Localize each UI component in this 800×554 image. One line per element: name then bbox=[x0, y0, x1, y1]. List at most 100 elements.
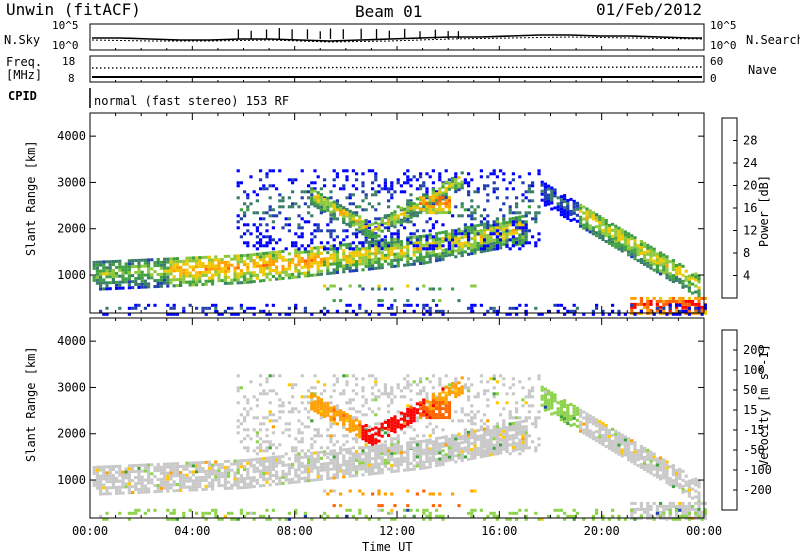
power-cell bbox=[547, 184, 551, 188]
velocity-cell bbox=[435, 449, 439, 453]
velocity-cell bbox=[435, 440, 439, 444]
velocity-cell bbox=[271, 462, 275, 465]
velocity-cell bbox=[428, 441, 432, 445]
velocity-cell bbox=[294, 446, 298, 450]
power-cell bbox=[511, 244, 515, 248]
power-cell bbox=[399, 223, 403, 227]
power-cell bbox=[236, 281, 240, 285]
velocity-cell bbox=[310, 463, 314, 467]
power-cell bbox=[355, 187, 359, 191]
power-cell bbox=[351, 193, 355, 197]
velocity-cell bbox=[278, 479, 282, 483]
velocity-cell bbox=[431, 504, 435, 508]
power-cell bbox=[540, 198, 544, 202]
power-cell bbox=[211, 279, 215, 283]
velocity-cell bbox=[537, 517, 541, 521]
velocity-cell bbox=[441, 449, 445, 453]
velocity-cell bbox=[425, 392, 429, 396]
power-cell bbox=[659, 257, 663, 261]
power-cell bbox=[307, 268, 311, 272]
velocity-cell bbox=[99, 514, 103, 518]
power-cell bbox=[499, 225, 503, 229]
velocity-cell bbox=[537, 377, 541, 381]
velocity-cell bbox=[217, 472, 221, 476]
power-cell bbox=[367, 226, 371, 230]
velocity-cell bbox=[351, 446, 355, 450]
power-cell bbox=[332, 247, 336, 251]
velocity-cell bbox=[364, 514, 368, 518]
velocity-cell bbox=[463, 431, 467, 435]
velocity-cell bbox=[246, 446, 250, 450]
velocity-cell bbox=[255, 440, 259, 444]
velocity-cell bbox=[271, 431, 275, 435]
power-cell bbox=[227, 260, 231, 264]
power-cell bbox=[633, 305, 637, 309]
velocity-cell bbox=[275, 458, 279, 462]
velocity-cell bbox=[223, 471, 227, 475]
velocity-cell bbox=[249, 485, 253, 489]
velocity-cell bbox=[185, 485, 189, 489]
power-cell bbox=[166, 260, 170, 264]
velocity-cell bbox=[297, 480, 301, 484]
power-cell bbox=[659, 269, 663, 273]
power-cell bbox=[649, 263, 653, 267]
velocity-cell bbox=[307, 467, 311, 471]
velocity-cell bbox=[518, 431, 522, 435]
power-cell bbox=[179, 284, 183, 287]
power-cell bbox=[671, 312, 675, 316]
velocity-cell bbox=[556, 413, 560, 417]
velocity-cell bbox=[310, 386, 314, 390]
power-cell bbox=[147, 303, 151, 307]
cpid-text: normal (fast stereo) 153 RF bbox=[94, 94, 290, 108]
velocity-cell bbox=[268, 389, 272, 393]
velocity-cell bbox=[355, 377, 359, 381]
power-cell bbox=[268, 312, 272, 316]
velocity-cell bbox=[607, 434, 611, 438]
velocity-cell bbox=[399, 395, 403, 399]
velocity-cell bbox=[505, 449, 509, 453]
velocity-cell bbox=[444, 459, 448, 463]
power-cell bbox=[127, 306, 131, 310]
power-cell bbox=[563, 206, 567, 210]
power-cell bbox=[668, 299, 672, 303]
power-cell bbox=[639, 296, 643, 300]
power-cell bbox=[163, 263, 167, 267]
velocity-cell bbox=[428, 416, 432, 420]
power-cell bbox=[412, 205, 416, 209]
velocity-cell bbox=[511, 428, 515, 432]
power-cell bbox=[214, 267, 218, 271]
power-cell bbox=[367, 169, 371, 173]
power-cell bbox=[479, 250, 483, 254]
power-cell bbox=[511, 223, 515, 227]
power-cell bbox=[601, 309, 605, 313]
velocity-cell bbox=[428, 438, 432, 442]
velocity-cell bbox=[447, 392, 451, 396]
power-cell bbox=[406, 199, 410, 203]
power-cell bbox=[524, 196, 528, 200]
power-cell bbox=[463, 226, 467, 230]
power-cell bbox=[409, 193, 413, 197]
power-cell bbox=[412, 175, 416, 179]
power-cell bbox=[508, 232, 512, 236]
power-cell bbox=[627, 235, 631, 239]
power-cell bbox=[367, 223, 371, 227]
power-cell bbox=[387, 226, 391, 230]
velocity-cell bbox=[313, 466, 317, 470]
power-cell bbox=[339, 287, 343, 291]
power-cell bbox=[156, 264, 160, 267]
velocity-cell bbox=[435, 458, 439, 462]
velocity-cell bbox=[460, 388, 464, 392]
velocity-cell bbox=[358, 464, 362, 468]
velocity-cell bbox=[214, 460, 218, 464]
power-cell bbox=[351, 184, 355, 188]
velocity-cell bbox=[371, 392, 375, 396]
velocity-cell bbox=[326, 452, 330, 456]
power-cell bbox=[236, 196, 240, 200]
velocity-cell bbox=[601, 422, 605, 425]
velocity-cell bbox=[508, 410, 512, 414]
velocity-cell bbox=[543, 399, 547, 403]
velocity-cell bbox=[147, 472, 151, 476]
power-cell bbox=[361, 244, 365, 248]
velocity-cell bbox=[511, 425, 515, 429]
velocity-cell bbox=[255, 452, 259, 456]
